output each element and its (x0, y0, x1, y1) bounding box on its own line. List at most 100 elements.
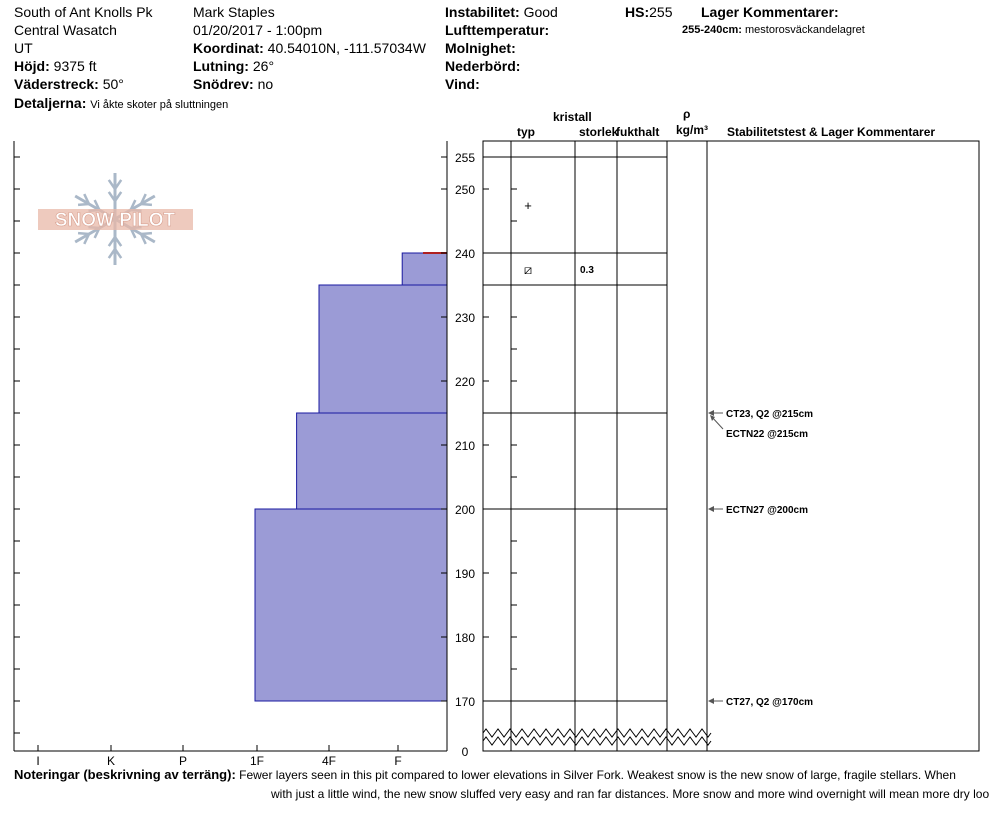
col-stability: Stabilitetstest & Lager Kommentarer (727, 125, 936, 139)
x-tick-label-F: F (394, 754, 401, 768)
layer-comment-range: 255-240cm: (682, 24, 742, 36)
drift-value: no (257, 76, 274, 92)
y-tick-label-250: 250 (455, 183, 475, 197)
hardness-layer-4 (254, 508, 448, 702)
slope: Lutning: 26° (193, 57, 274, 75)
mountain-range: Central Wasatch (14, 22, 117, 38)
total-height: HS:255 (625, 3, 672, 21)
flake-branch (139, 193, 147, 205)
y-tick-label-200: 200 (455, 503, 475, 517)
crystal-symbol-0: + (524, 198, 532, 213)
stability-tests: CT23, Q2 @215cm ECTN22 @215cm ECTN27 @200c… (708, 409, 813, 708)
flake-branch (113, 236, 123, 247)
snowpilot-logo: SNOW PILOT (38, 173, 193, 265)
col-rho: ρ (683, 107, 691, 121)
zigzag-lower (482, 736, 712, 746)
flake-branch (113, 179, 123, 190)
test-label-0: CT23, Q2 @215cm (726, 409, 813, 420)
x-tick-label-4F: 4F (322, 754, 336, 768)
flake-branch (83, 193, 91, 205)
coord-value: 40.54010N, -111.57034W (267, 40, 426, 56)
flake-branch (83, 233, 91, 245)
aspect: Väderstreck: 50° (14, 75, 124, 93)
notes-line-2: with just a little wind, the new snow sl… (271, 787, 990, 801)
drift-label: Snödrev: (193, 76, 254, 92)
flake-branch (107, 179, 117, 190)
x-tick-label-I: I (36, 754, 39, 768)
flake-branch (139, 233, 147, 245)
y-tick-label-0: 0 (462, 745, 469, 759)
state: UT (14, 40, 33, 56)
flake-branch (77, 231, 90, 236)
coordinates: Koordinat: 40.54010N, -111.57034W (193, 39, 426, 57)
slope-value: 26° (252, 58, 275, 74)
stability-label: Instabilitet: (445, 4, 520, 20)
test-arrow-head-1 (710, 415, 715, 421)
slope-label: Lutning: (193, 58, 249, 74)
layer-comment: 255-240cm: mestorosväckandelagret (682, 24, 865, 36)
logo-text: SNOW PILOT (55, 210, 176, 231)
left-minor-ticks (14, 156, 20, 734)
flake-branch (140, 202, 153, 207)
elevation-value: 9375 ft (53, 58, 97, 74)
y-tick-label-255: 255 (455, 151, 475, 165)
hardness-layer-3 (296, 412, 448, 510)
test-label-2: ECTN27 @200cm (726, 505, 808, 516)
datetime: 01/20/2017 - 1:00pm (193, 22, 323, 38)
elevation: Höjd: 9375 ft (14, 57, 96, 75)
table-frame (482, 140, 980, 752)
y-tick-label-220: 220 (455, 375, 475, 389)
flake-branch (77, 202, 90, 207)
layer-comments-label: Lager Kommentarer: (701, 4, 839, 20)
test-arrow-head-3 (708, 698, 714, 704)
crystal-size-1: 0.3 (580, 265, 594, 276)
col-type: typ (517, 125, 535, 139)
stability-value: Good (523, 4, 558, 20)
hs-value: 255 (649, 4, 673, 20)
col-crystal: kristall (553, 110, 592, 124)
layer-comment-text: mestorosväckandelagret (745, 24, 865, 36)
logo-band (38, 209, 193, 230)
flake-branch (93, 199, 101, 211)
col-moisture: fukthalt (616, 125, 660, 139)
hardness-layer-1 (401, 252, 448, 286)
flake-branch (113, 248, 123, 259)
flake-branch (113, 191, 123, 202)
test-label-1: ECTN22 @215cm (726, 429, 808, 440)
flake-branch (140, 231, 153, 236)
x-tick-label-1F: 1F (250, 754, 264, 768)
coord-label: Koordinat: (193, 40, 264, 56)
y-tick-label-180: 180 (455, 631, 475, 645)
location-name: South of Ant Knolls Pk (14, 4, 153, 20)
y-tick-label-170: 170 (455, 695, 475, 709)
clouds-label: Molnighet: (445, 40, 516, 56)
notes-line-1: Fewer layers seen in this pit compared t… (239, 768, 956, 782)
aspect-label: Väderstreck: (14, 76, 99, 92)
axis-break-zigzag (482, 728, 712, 746)
col-size: storlek (579, 125, 619, 139)
notes-label: Noteringar (beskrivning av terräng): (14, 767, 236, 782)
y-tick-label-230: 230 (455, 311, 475, 325)
observer: Mark Staples (193, 4, 275, 20)
zigzag-upper (482, 728, 712, 738)
details: Detaljerna: Vi åkte skoter på sluttninge… (14, 94, 228, 114)
details-value: Vi åkte skoter på sluttningen (90, 99, 229, 111)
test-label-3: CT27, Q2 @170cm (726, 697, 813, 708)
test-arrow-head-0 (708, 410, 714, 416)
hardness-layer-2 (318, 284, 448, 414)
x-tick-label-P: P (179, 754, 187, 768)
x-tick-label-K: K (107, 754, 115, 768)
hardness-axis: I K P 1F 4F F (36, 745, 402, 768)
stability: Instabilitet: Good (445, 3, 558, 21)
drift: Snödrev: no (193, 75, 273, 93)
y-tick-label-210: 210 (455, 439, 475, 453)
notes: Noteringar (beskrivning av terräng): Few… (14, 765, 956, 785)
y-tick-label-190: 190 (455, 567, 475, 581)
hardness-layers (254, 252, 448, 702)
col-density-unit: kg/m³ (676, 123, 709, 137)
precip-label: Nederbörd: (445, 58, 521, 74)
details-label: Detaljerna: (14, 95, 87, 111)
layer-boundaries (483, 156, 667, 702)
flake-branch (107, 236, 117, 247)
